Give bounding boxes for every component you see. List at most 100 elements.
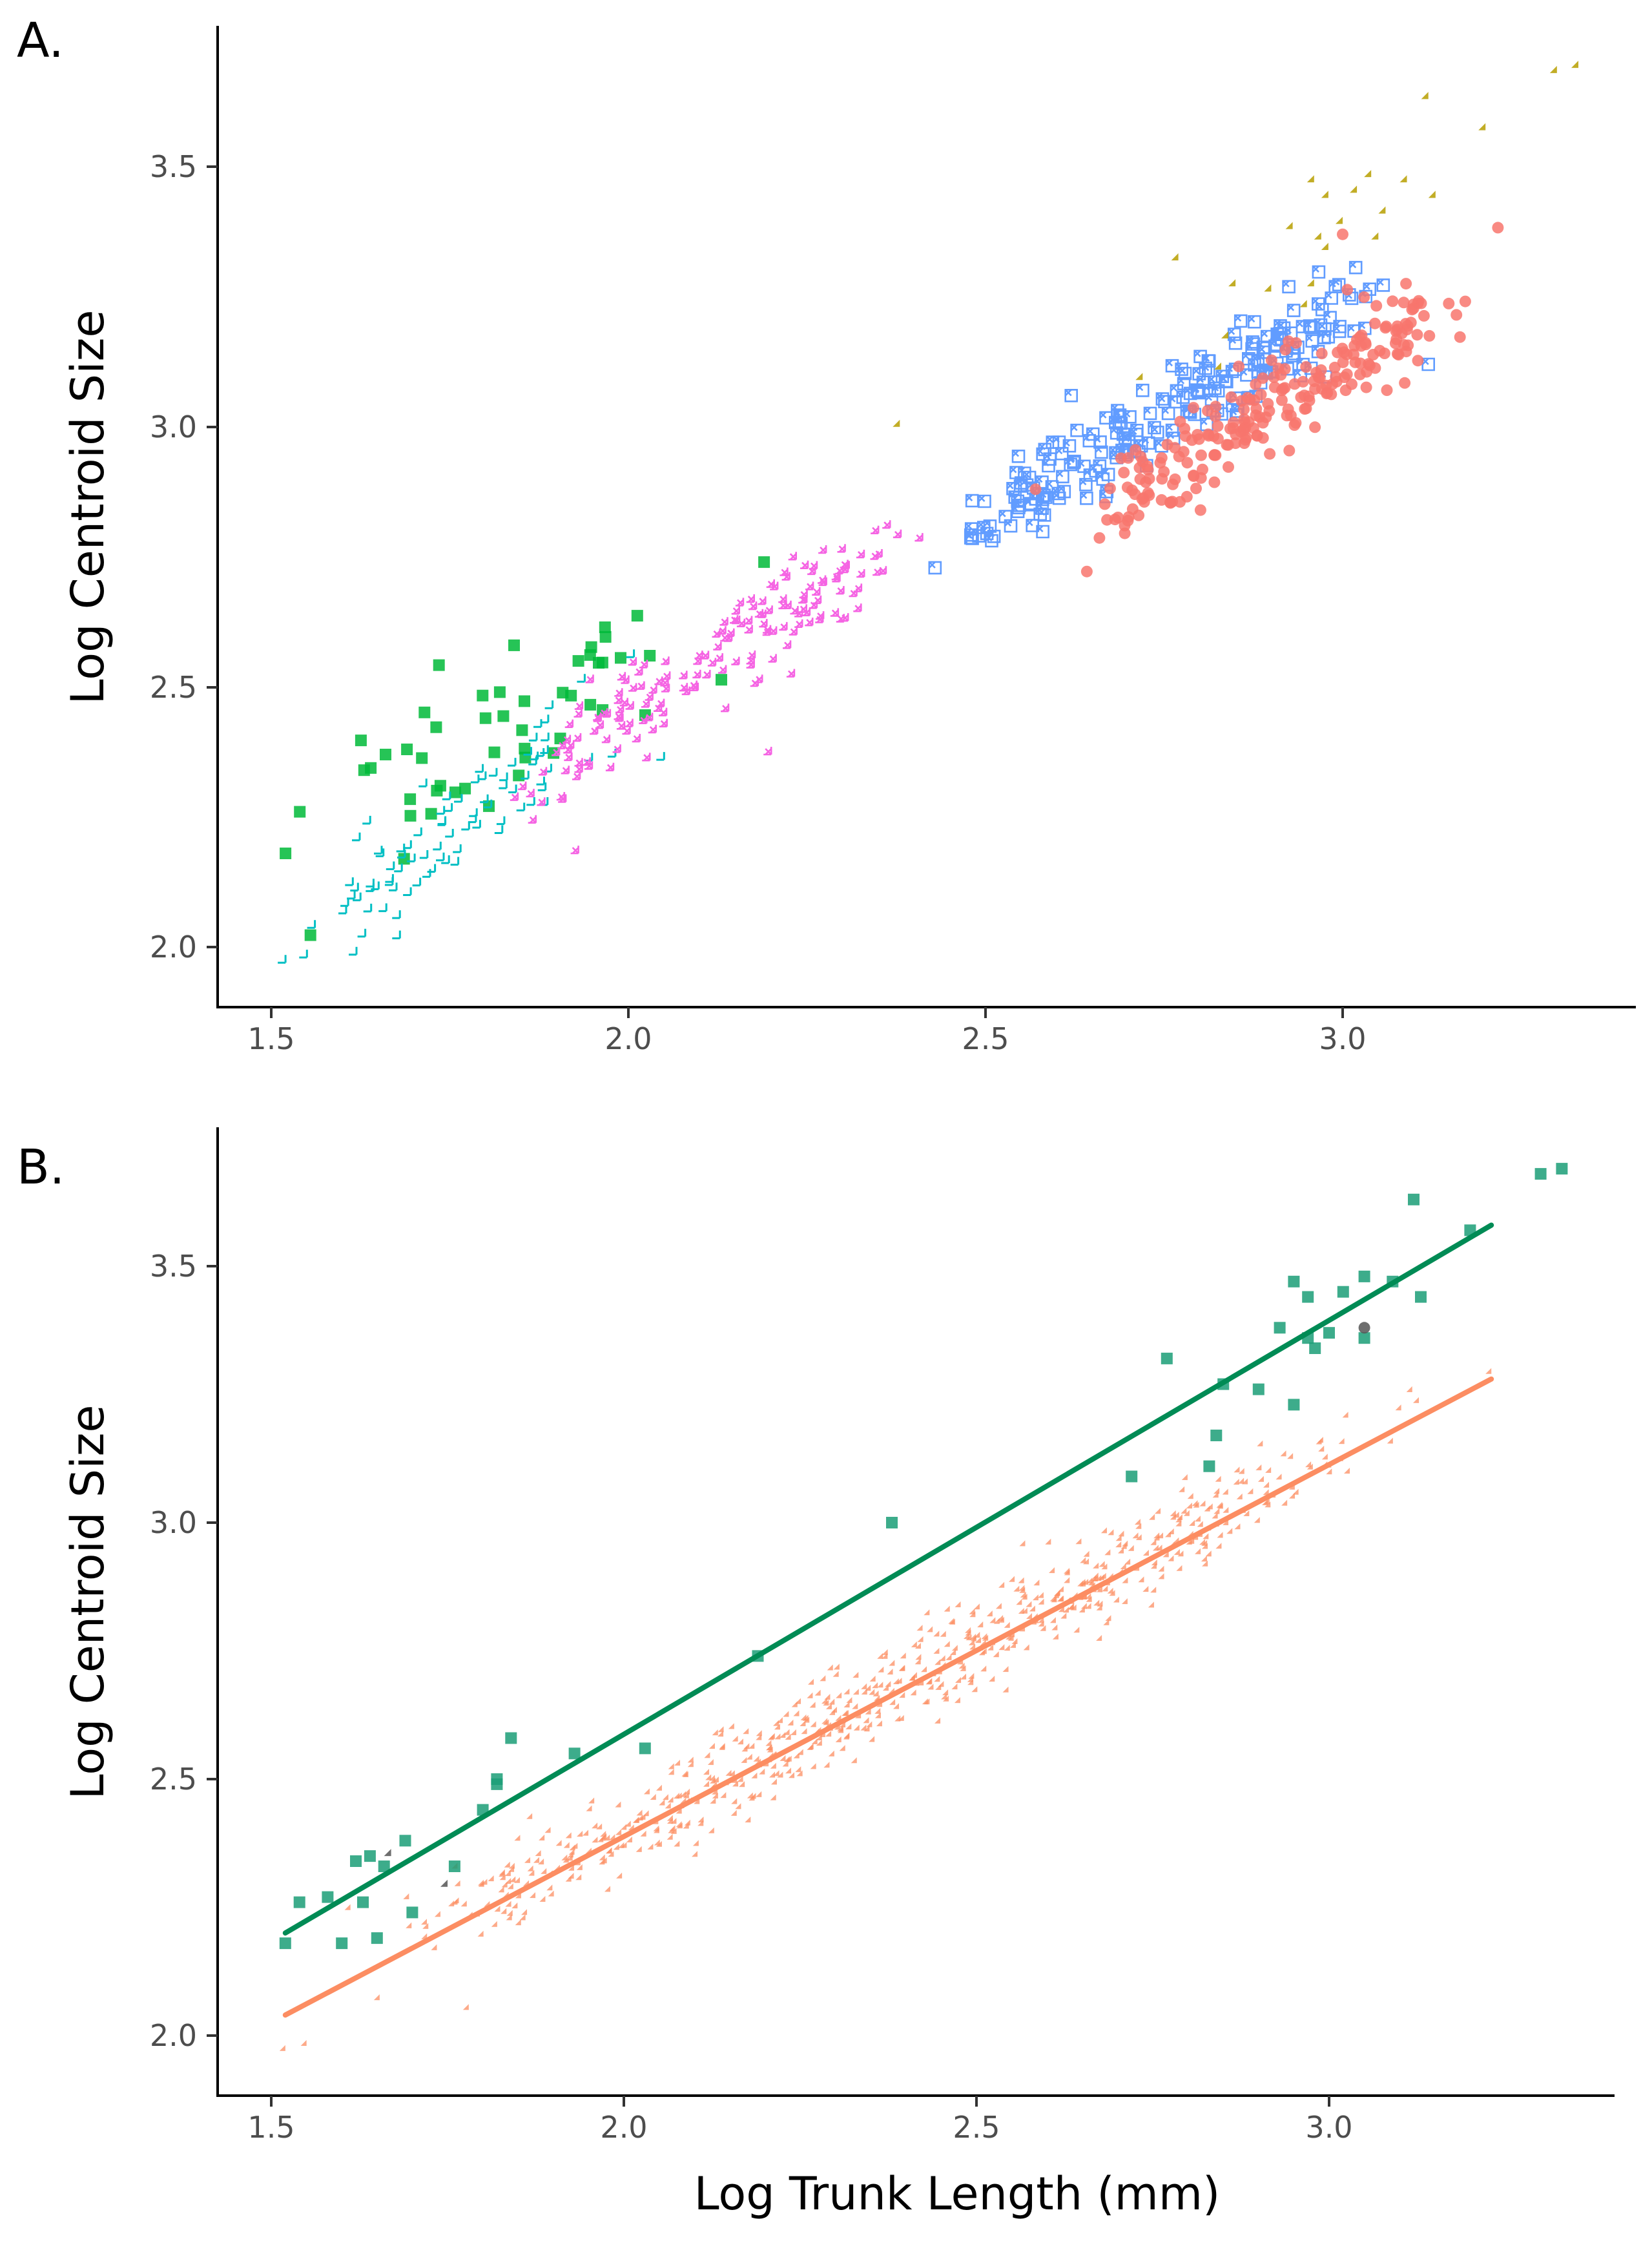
group-orange-diamond-point xyxy=(712,1792,718,1798)
group-olive-triangle-point xyxy=(1399,175,1407,183)
group-orange-diamond-point xyxy=(665,1802,671,1809)
group-magenta-asterisk-point xyxy=(639,660,648,669)
group-orange-diamond-point xyxy=(1255,1464,1262,1470)
group-orange-diamond-point xyxy=(1134,1519,1141,1525)
group-red-circle-point xyxy=(1309,421,1321,433)
group-cyan-plus-point xyxy=(468,814,477,824)
group-cyan-plus-point xyxy=(475,764,484,773)
group-magenta-asterisk-point xyxy=(690,682,699,691)
group-blue-square-x-point xyxy=(1070,423,1084,437)
group-orange-diamond-point xyxy=(1090,1575,1097,1581)
group-red-circle-point xyxy=(1341,368,1353,380)
group-orange-diamond-point xyxy=(782,1760,789,1767)
group-olive-triangle-point xyxy=(1321,191,1328,198)
group-red-circle-point xyxy=(1268,381,1281,393)
group-orange-diamond-point xyxy=(703,1769,710,1775)
group-cyan-plus-point xyxy=(357,928,367,938)
group-blue-square-x-point xyxy=(1363,282,1376,296)
group-orange-diamond-point xyxy=(505,1901,511,1907)
group-red-circle-point xyxy=(1418,309,1430,322)
group-magenta-asterisk-point xyxy=(614,688,623,697)
group-olive-triangle-point xyxy=(1171,253,1179,261)
group-red-circle-point xyxy=(1321,386,1334,399)
group-orange-diamond-point xyxy=(1197,1521,1203,1527)
group-blue-square-x-point xyxy=(1079,477,1093,492)
group-magenta-asterisk-point xyxy=(794,619,803,628)
group-magenta-asterisk-point xyxy=(836,614,845,623)
group-blue-square-x-point xyxy=(1099,411,1113,425)
group-green-square-point xyxy=(488,746,501,758)
group-orange-diamond-point xyxy=(756,1791,762,1797)
group-red-circle-point xyxy=(1381,384,1393,396)
group-orange-diamond-point xyxy=(1033,1579,1040,1586)
group-orange-diamond-point xyxy=(704,1752,710,1758)
group-magenta-asterisk-point xyxy=(566,740,575,749)
group-cyan-plus-point xyxy=(396,843,406,853)
group-orange-diamond-point xyxy=(1263,1489,1269,1496)
group-blue-square-x-point xyxy=(1057,485,1071,499)
group-blue-square-x-point xyxy=(1155,392,1170,406)
group-orange-diamond-point xyxy=(535,1850,541,1857)
group-olive-triangle-point xyxy=(1135,373,1143,380)
group-blue-square-x-point xyxy=(1227,328,1241,341)
group-magenta-asterisk-point xyxy=(537,797,546,806)
group-orange-diamond-point xyxy=(1132,1532,1139,1539)
group-olive-triangle-point xyxy=(1371,232,1379,240)
group-orange-diamond-point xyxy=(708,1743,715,1749)
group-magenta-asterisk-point xyxy=(769,626,778,635)
group-orange-diamond-point xyxy=(1142,1586,1149,1592)
group-orange-diamond-point xyxy=(592,1822,598,1829)
group-orange-diamond-point xyxy=(783,1756,790,1762)
group-orange-diamond-point xyxy=(494,1906,501,1912)
group-orange-diamond-point xyxy=(1265,1466,1272,1473)
group-orange-diamond-point xyxy=(845,1723,852,1729)
group-orange-diamond-point xyxy=(643,1810,649,1817)
group-orange-diamond-point xyxy=(1236,1493,1243,1499)
group-orange-diamond-point xyxy=(970,1635,976,1642)
group-blue-square-x-point xyxy=(1376,278,1390,292)
group-orange-diamond-point xyxy=(773,1770,780,1777)
group-orange-diamond-point xyxy=(1037,1592,1044,1598)
group-orange-diamond-point xyxy=(501,1881,508,1888)
group-orange-diamond-point xyxy=(609,1834,615,1840)
group-blue-square-x-point xyxy=(1208,375,1221,389)
group-red-circle-point xyxy=(1248,394,1261,406)
group-cyan-plus-point xyxy=(278,955,287,964)
group-orange-diamond-point xyxy=(770,1778,777,1785)
group-orange-diamond-point xyxy=(841,1710,848,1716)
group-orange-diamond-point xyxy=(705,1774,712,1780)
group-orange-diamond-point xyxy=(541,1868,547,1874)
panel-a-xtick-label: 1.5 xyxy=(247,1021,294,1056)
group-red-circle-point xyxy=(1451,309,1463,321)
group-orange-diamond-point xyxy=(674,1760,681,1766)
group-orange-diamond-point xyxy=(801,1728,807,1735)
group-olive-triangle-point xyxy=(1264,284,1272,292)
group-orange-diamond-point xyxy=(682,1771,688,1777)
group-red-circle-point xyxy=(1283,444,1296,457)
group-orange-diamond-point xyxy=(791,1701,798,1707)
group-red-circle-point xyxy=(1155,452,1168,464)
group-orange-diamond-point xyxy=(934,1659,941,1665)
group-orange-diamond-point xyxy=(899,1665,905,1671)
group-red-circle-point xyxy=(1233,360,1245,373)
group-orange-diamond-point xyxy=(1083,1550,1089,1557)
group-magenta-asterisk-point xyxy=(572,771,581,780)
group-red-circle-point xyxy=(1188,469,1200,481)
group-orange-diamond-point xyxy=(1023,1644,1029,1651)
group-orange-diamond-point xyxy=(1186,1503,1192,1509)
group-green-square-point xyxy=(584,698,597,711)
group-magenta-asterisk-point xyxy=(557,740,566,749)
group-cyan-plus-point xyxy=(470,775,480,784)
group-teal-square-point xyxy=(491,1773,503,1785)
group-teal-square-point xyxy=(279,1937,291,1950)
group-orange-diamond-point xyxy=(737,1738,743,1745)
group-orange-diamond-point xyxy=(1170,1510,1176,1516)
group-teal-square-point xyxy=(1556,1163,1568,1175)
group-orange-diamond-point xyxy=(1189,1519,1195,1526)
group-red-circle-point xyxy=(1400,278,1412,290)
group-cyan-plus-point xyxy=(536,777,545,786)
panel-a-ticks: 2.0 2.5 3.0 3.5 1.5 2.0 2.5 3.0 xyxy=(150,149,1367,1056)
panel-a-ytick-label: 3.5 xyxy=(150,149,197,184)
group-orange-diamond-point xyxy=(927,1626,933,1632)
group-orange-diamond-point xyxy=(528,1870,535,1876)
